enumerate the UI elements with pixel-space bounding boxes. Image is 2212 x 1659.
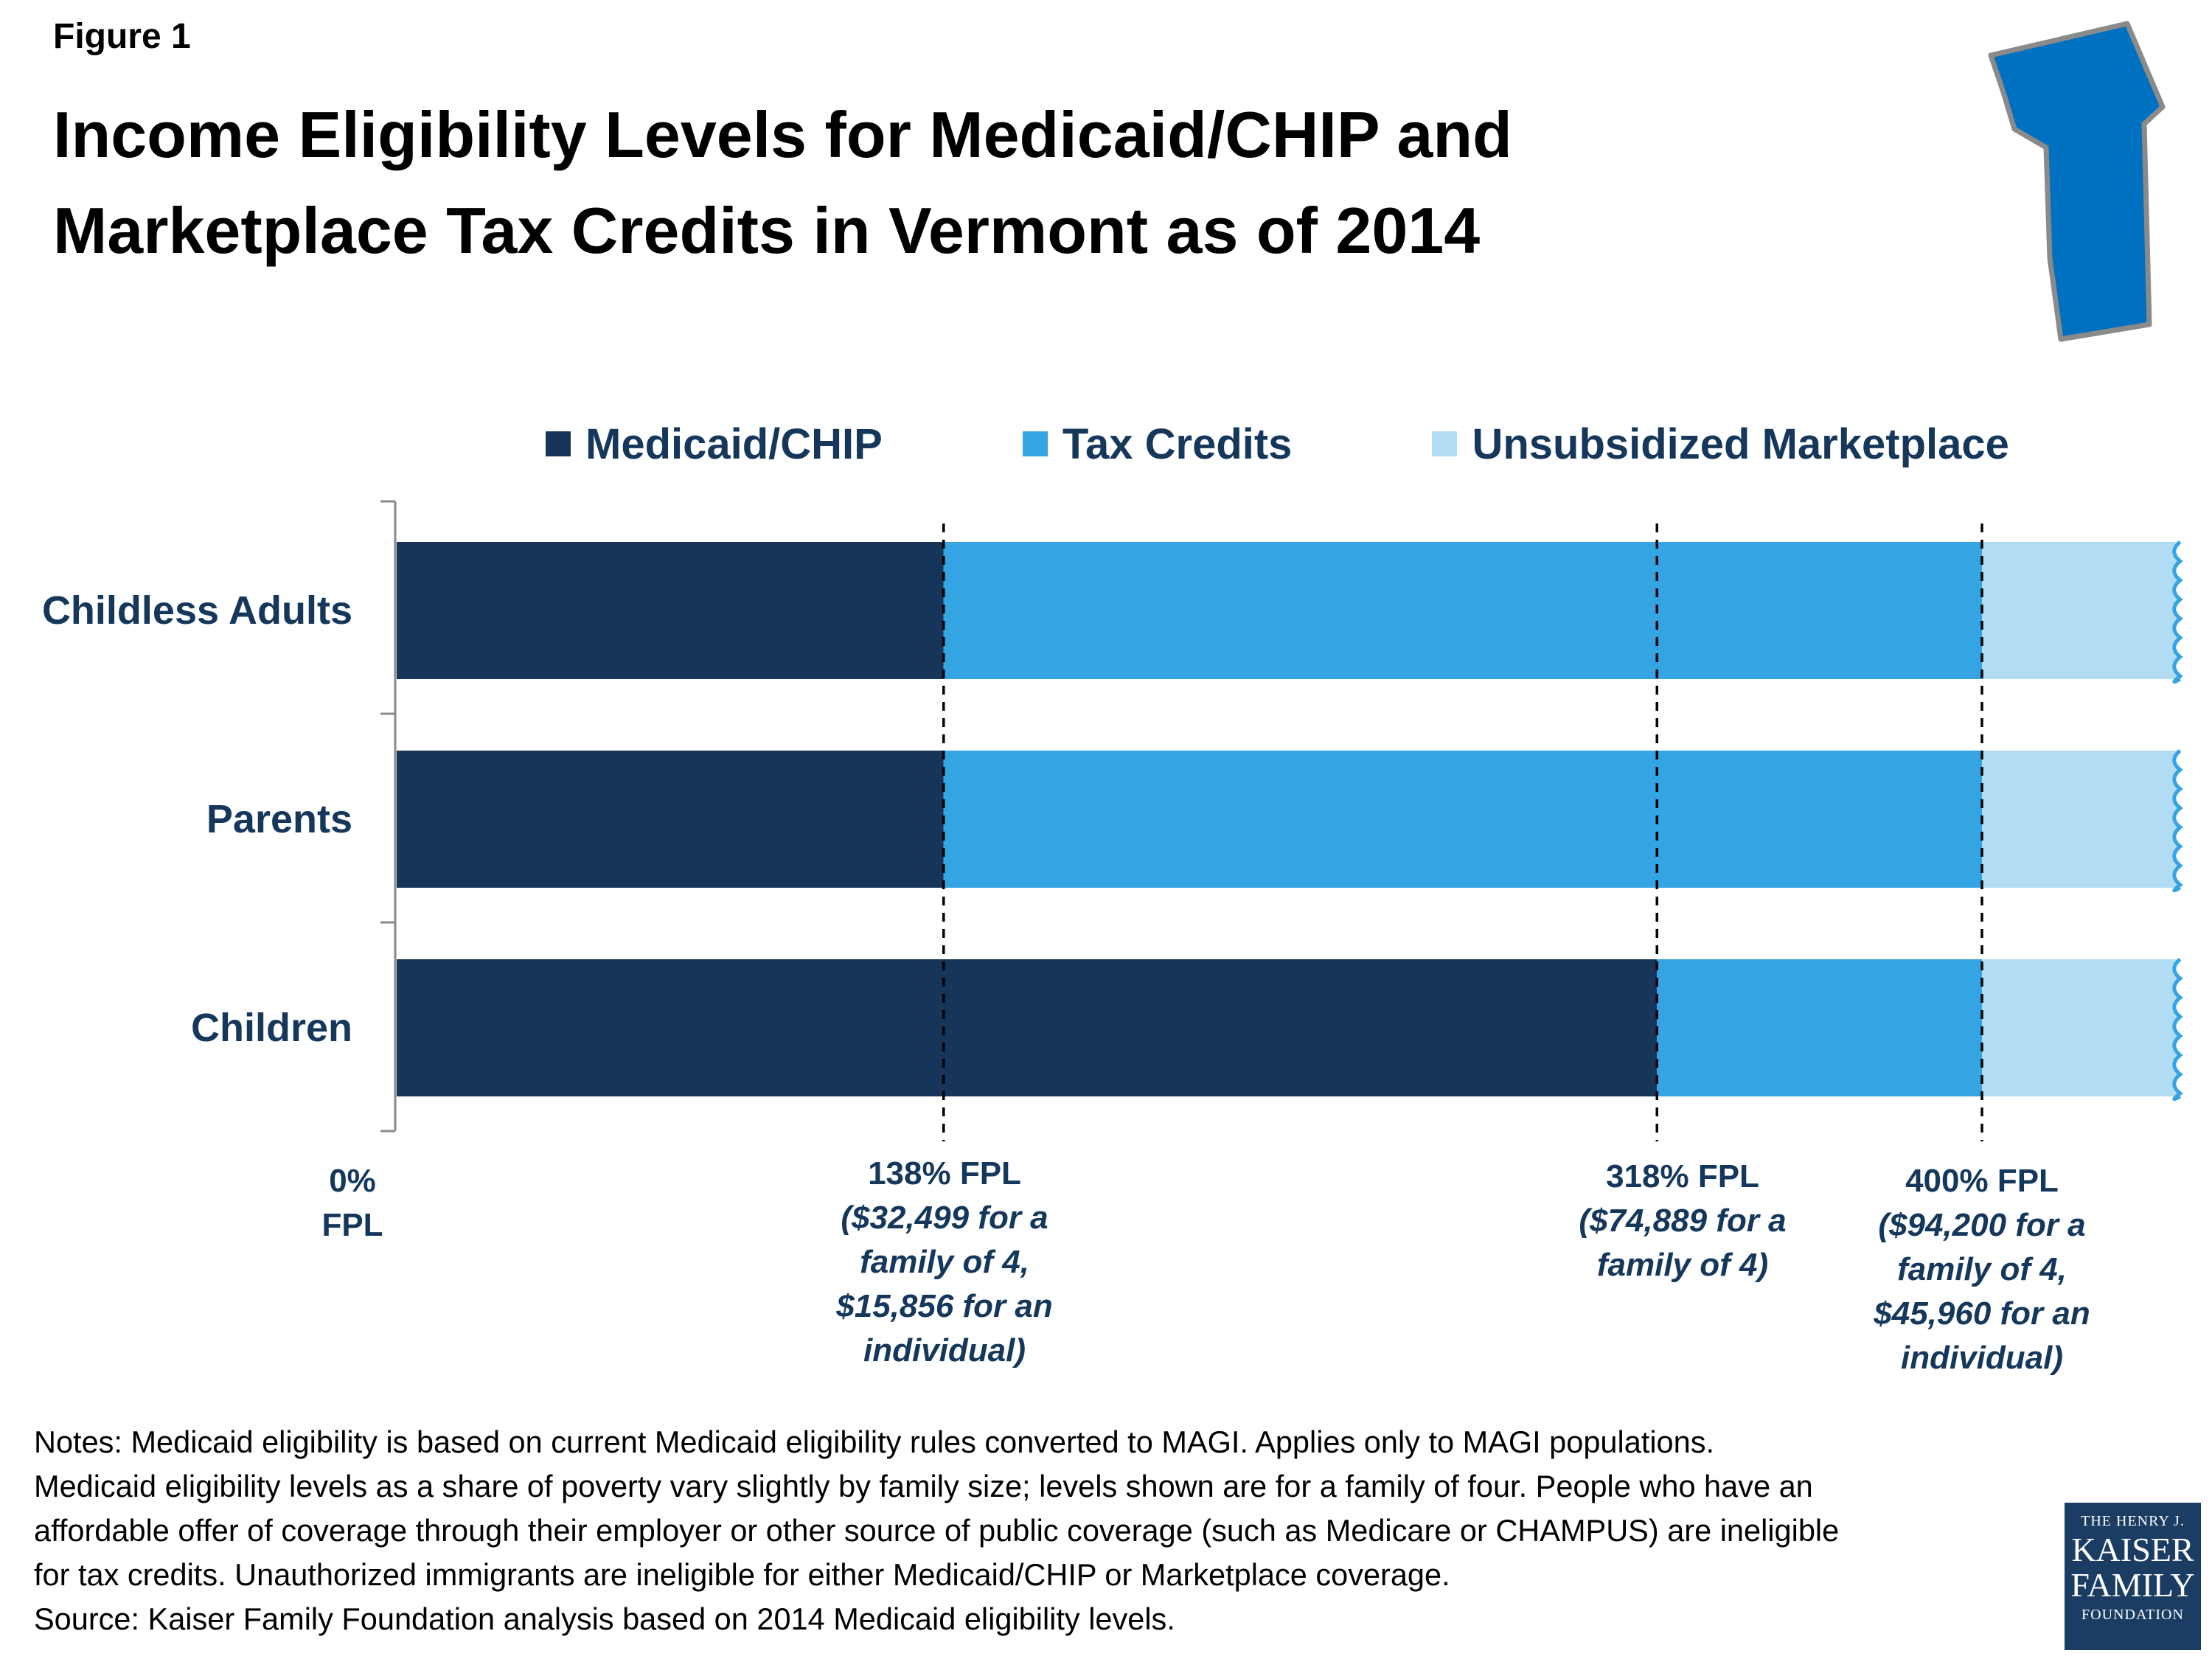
- legend-item-unsubsidized: Unsubsidized Marketplace: [1432, 420, 2009, 469]
- origin-label-line-2: FPL: [321, 1207, 383, 1243]
- fpl-138-line-5: individual): [863, 1332, 1026, 1368]
- fpl-400-line-2: ($94,200 for a: [1878, 1207, 2086, 1243]
- title-line-1: Income Eligibility Levels for Medicaid/C…: [53, 98, 1512, 171]
- bar-parents-tax-credits: [943, 751, 1982, 888]
- kff-logo: THE HENRY J. KAISER FAMILY FOUNDATION: [2065, 1503, 2201, 1650]
- legend-swatch-tax-credits: [1022, 431, 1048, 456]
- figure-label: Figure 1: [53, 17, 191, 56]
- wave-edge-children: [2172, 958, 2183, 1102]
- chart-legend: Medicaid/CHIP Tax Credits Unsubsidized M…: [546, 414, 2149, 473]
- title-line-2: Marketplace Tax Credits in Vermont as of…: [53, 194, 1481, 267]
- fpl-400-line-3: family of 4,: [1897, 1251, 2067, 1287]
- fpl-318-line-3: family of 4): [1596, 1247, 1769, 1283]
- fpl-400-line-5: individual): [1901, 1340, 2063, 1376]
- category-label-children: Children: [190, 1006, 352, 1050]
- logo-line-4: FOUNDATION: [2081, 1607, 2184, 1623]
- notes-line-2: Medicaid eligibility levels as a share o…: [34, 1469, 1813, 1503]
- legend-label-tax-credits: Tax Credits: [1062, 420, 1293, 468]
- legend-swatch-medicaid: [546, 431, 571, 456]
- chart-notes: Notes: Medicaid eligibility is based on …: [34, 1420, 2069, 1641]
- bar-parents-unsubsidized-marketplace: [1982, 751, 2180, 891]
- logo-line-1: THE HENRY J.: [2081, 1513, 2185, 1529]
- bar-children-unsubsidized-marketplace: [1982, 959, 2180, 1099]
- fpl-400-line-1: 400% FPL: [1905, 1163, 2059, 1199]
- bar-childless-adults-tax-credits: [943, 542, 1982, 679]
- legend-swatch-unsubsidized: [1432, 431, 1458, 456]
- notes-line-3: affordable offer of coverage through the…: [34, 1513, 1840, 1548]
- fpl-label-138: 138% FPL ($32,499 for a family of 4, $15…: [836, 1152, 1053, 1373]
- origin-label: 0% FPL: [321, 1159, 383, 1248]
- source-line: Source: Kaiser Family Foundation analysi…: [34, 1601, 1175, 1636]
- fpl-138-line-4: $15,856 for an: [836, 1288, 1053, 1324]
- bar-children-medicaid-chip: [397, 959, 1658, 1096]
- legend-item-medicaid: Medicaid/CHIP: [546, 420, 883, 469]
- fpl-318-line-1: 318% FPL: [1606, 1158, 1759, 1194]
- vermont-state-icon: [1988, 21, 2166, 342]
- fpl-138-line-1: 138% FPL: [868, 1155, 1021, 1192]
- bar-childless-adults-unsubsidized-marketplace: [1982, 542, 2180, 682]
- legend-label-medicaid: Medicaid/CHIP: [585, 420, 883, 468]
- notes-line-1: Notes: Medicaid eligibility is based on …: [34, 1425, 1714, 1459]
- wave-edge-parents: [2172, 749, 2183, 893]
- logo-line-2: KAISER: [2071, 1531, 2194, 1568]
- legend-item-tax-credits: Tax Credits: [1022, 420, 1293, 469]
- category-label-parents: Parents: [206, 797, 352, 841]
- notes-line-4: for tax credits. Unauthorized immigrants…: [34, 1557, 1450, 1592]
- chart-title: Income Eligibility Levels for Medicaid/C…: [53, 87, 1675, 279]
- fpl-400-line-4: $45,960 for an: [1874, 1295, 2090, 1332]
- bar-parents-medicaid-chip: [397, 751, 944, 888]
- logo-line-3: FAMILY: [2070, 1566, 2195, 1604]
- legend-label-unsubsidized: Unsubsidized Marketplace: [1472, 420, 2009, 468]
- fpl-label-400: 400% FPL ($94,200 for a family of 4, $45…: [1874, 1159, 2090, 1380]
- bar-children-tax-credits: [1657, 959, 1982, 1096]
- fpl-138-line-2: ($32,499 for a: [841, 1200, 1048, 1236]
- fpl-318-line-2: ($74,889 for a: [1579, 1203, 1787, 1239]
- bar-childless-adults-medicaid-chip: [397, 542, 944, 679]
- fpl-138-line-3: family of 4,: [860, 1244, 1029, 1280]
- fpl-label-318: 318% FPL ($74,889 for a family of 4): [1579, 1155, 1786, 1287]
- origin-label-line-1: 0%: [329, 1163, 376, 1199]
- wave-edge-childless-adults: [2172, 540, 2183, 684]
- category-label-childless-adults: Childless Adults: [41, 588, 352, 633]
